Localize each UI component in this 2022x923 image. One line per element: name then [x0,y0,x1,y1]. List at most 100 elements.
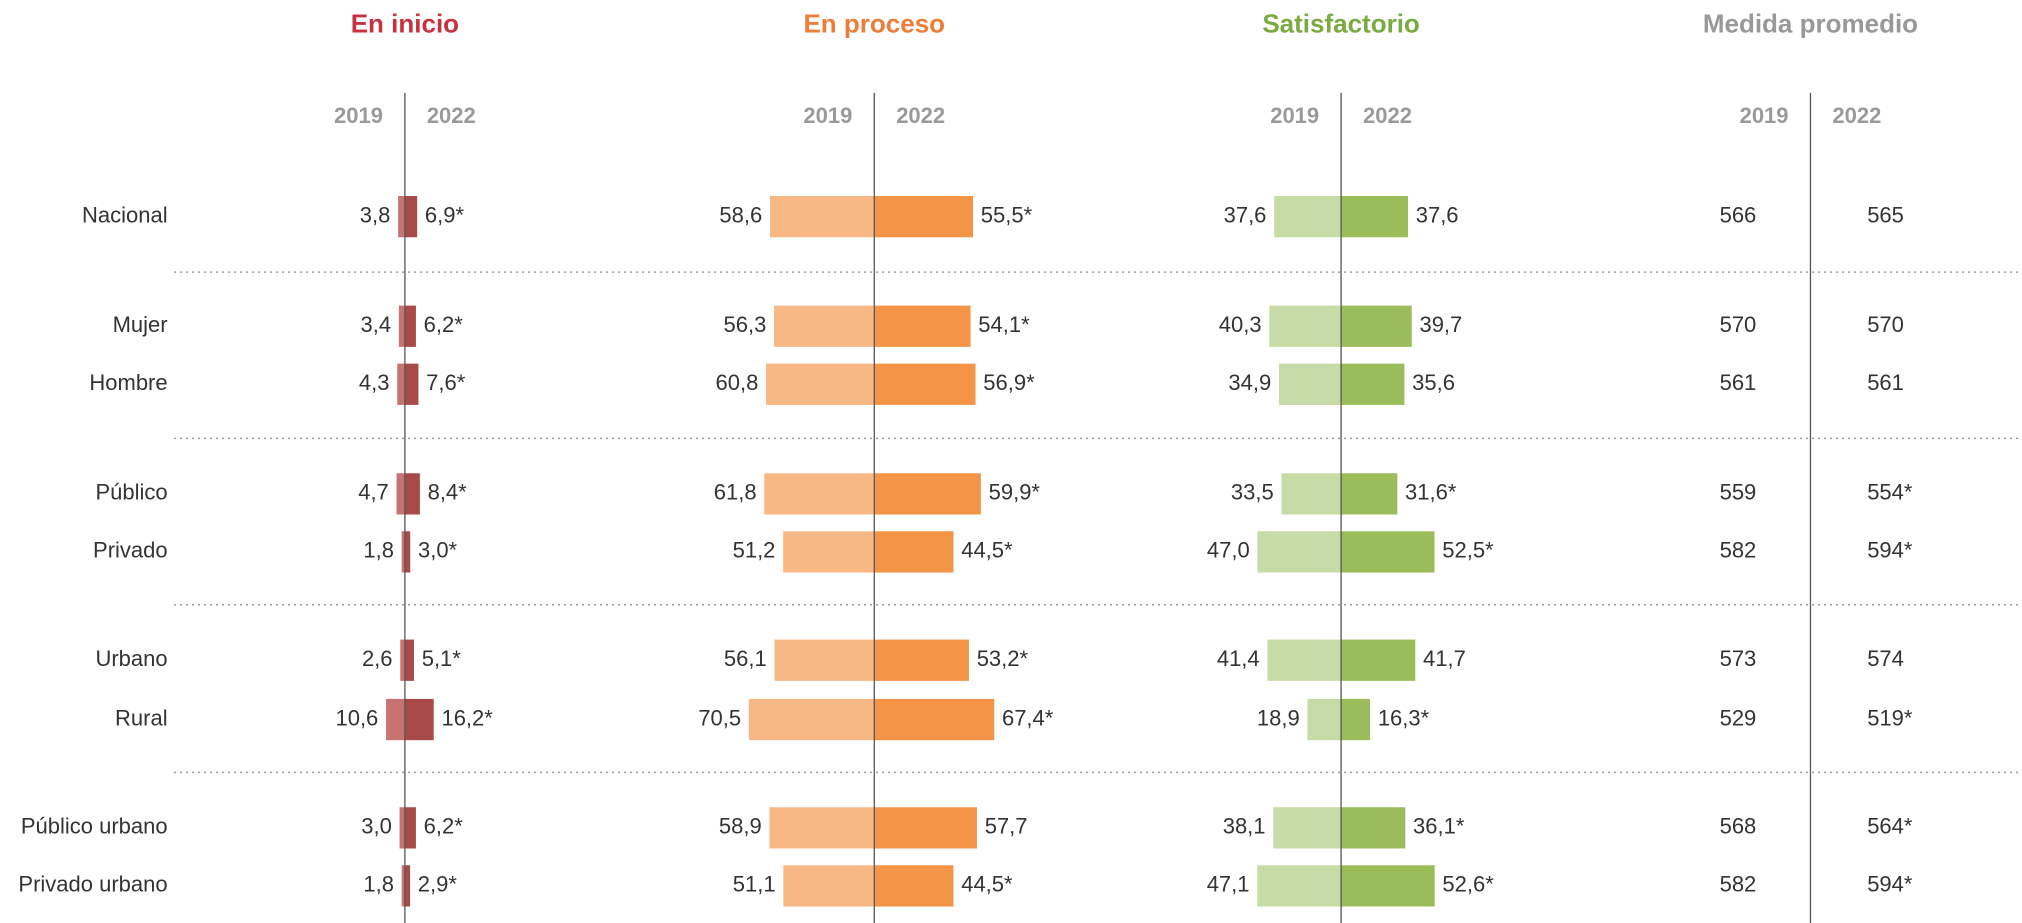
value-cell: 559 [1720,480,1757,505]
bar [1341,196,1408,238]
bar [1267,639,1342,681]
value-label: 6,2* [424,814,464,839]
value-label: 53,2* [977,646,1029,671]
value-label: 41,7 [1423,646,1466,671]
year-label: 2019 [803,103,852,128]
panel-title: Medida promedio [1703,9,1918,39]
value-label: 4,7 [358,480,389,505]
value-cell: 574 [1867,646,1904,671]
value-label: 70,5 [698,705,741,730]
bar [874,363,976,405]
value-cell: 570 [1867,312,1904,337]
bar [783,531,875,573]
bar [1341,639,1416,681]
value-label: 10,6 [335,705,378,730]
bar [1341,531,1435,573]
value-label: 2,6 [362,646,393,671]
bar [399,807,405,849]
value-label: 52,5* [1442,538,1494,563]
value-label: 56,9* [983,370,1035,395]
bar [404,363,419,405]
bar [1274,196,1342,238]
value-label: 58,9 [719,814,762,839]
value-cell: 582 [1720,872,1757,897]
value-label: 44,5* [961,538,1013,563]
value-label: 4,3 [359,370,390,395]
bar [874,196,974,238]
value-cell: 554* [1867,480,1913,505]
bar [404,698,434,741]
bar [1278,363,1342,405]
value-label: 34,9 [1228,370,1271,395]
category-label: Rural [115,705,168,730]
category-label: Privado urbano [18,872,167,897]
value-cell: 568 [1720,814,1757,839]
bar [398,305,405,347]
bar [770,196,875,238]
value-label: 8,4* [428,480,468,505]
value-label: 60,8 [716,370,759,395]
category-label: Urbano [95,646,167,671]
bar [766,363,875,405]
value-label: 18,9 [1257,705,1300,730]
bar [1341,865,1435,907]
value-cell: 566 [1720,202,1757,227]
bar [1307,698,1342,741]
value-label: 47,1 [1207,872,1250,897]
value-cell: 594* [1867,872,1913,897]
value-label: 36,1* [1413,814,1465,839]
value-label: 47,0 [1207,538,1250,563]
value-cell: 564* [1867,814,1913,839]
bar [401,865,405,907]
value-label: 6,9* [425,202,465,227]
bar [404,531,411,573]
bar [404,865,411,907]
value-label: 39,7 [1419,312,1462,337]
bar [404,196,418,238]
year-label: 2022 [1832,103,1881,128]
value-label: 40,3 [1219,312,1262,337]
bar [1257,865,1342,907]
bar [1341,473,1398,515]
value-label: 61,8 [714,480,757,505]
bar [386,698,405,741]
bar [874,305,971,347]
bar [400,639,405,681]
value-label: 31,6* [1405,480,1457,505]
bar [774,639,875,681]
value-label: 51,1 [733,872,776,897]
bar [874,807,977,849]
value-label: 1,8 [363,538,394,563]
value-label: 55,5* [981,202,1033,227]
value-label: 59,9* [989,480,1041,505]
bar [1341,305,1412,347]
value-label: 35,6 [1412,370,1455,395]
value-cell: 565 [1867,202,1904,227]
bar [1341,363,1405,405]
value-label: 3,0* [418,538,458,563]
category-label: Público [95,480,167,505]
bar [404,807,416,849]
value-label: 1,8 [363,872,394,897]
bar [774,305,875,347]
value-label: 3,8 [360,202,391,227]
value-cell: 582 [1720,538,1757,563]
bar [748,698,875,741]
value-label: 3,4 [361,312,392,337]
value-label: 58,6 [719,202,762,227]
value-cell: 594* [1867,538,1913,563]
category-label: Público urbano [21,814,168,839]
bar [404,639,414,681]
category-label: Nacional [82,202,168,227]
bar [874,473,981,515]
value-label: 6,2* [424,312,464,337]
panel-title: En inicio [351,9,459,39]
value-label: 2,9* [418,872,458,897]
panel-title: Satisfactorio [1262,9,1420,39]
value-label: 56,3 [724,312,767,337]
year-label: 2022 [427,103,476,128]
value-cell: 561 [1867,370,1904,395]
bar [396,473,405,515]
value-label: 44,5* [961,872,1013,897]
